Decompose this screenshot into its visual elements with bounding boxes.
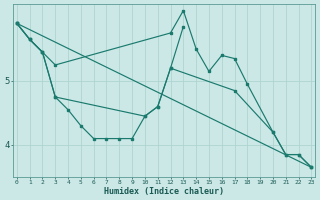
X-axis label: Humidex (Indice chaleur): Humidex (Indice chaleur): [104, 187, 224, 196]
